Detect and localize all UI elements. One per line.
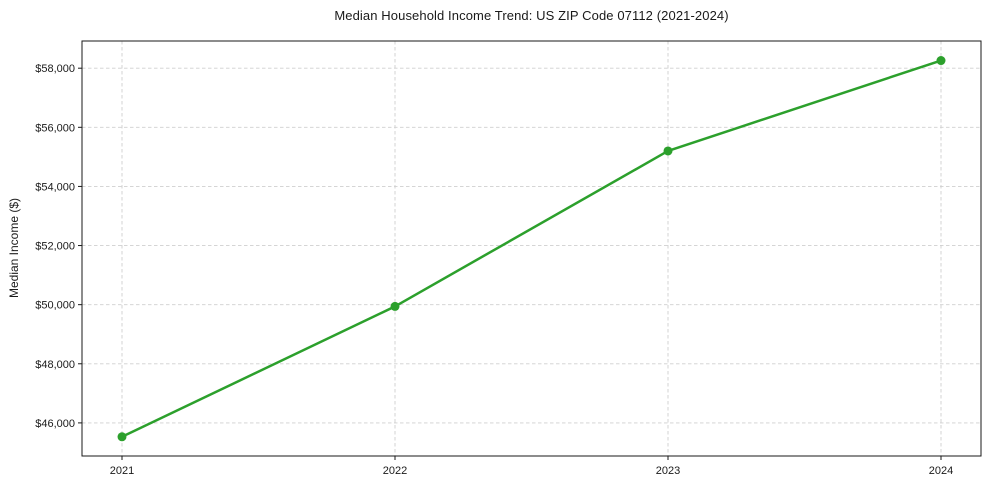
data-point-2022 [390,301,400,311]
x-tick-label: 2023 [656,465,680,477]
y-tick-label: $50,000 [35,300,75,312]
x-tick-label: 2022 [383,465,407,477]
data-point-2021 [117,432,127,442]
y-axis-label-text: Median Income ($) [7,197,21,299]
y-tick-label: $58,000 [35,63,75,75]
y-tick-label: $56,000 [35,122,75,134]
y-tick-label: $46,000 [35,418,75,430]
y-tick-label: $54,000 [35,181,75,193]
data-point-2024 [936,56,946,66]
y-tick-label: $52,000 [35,241,75,253]
plot-spines [81,40,982,457]
trend-line [120,59,943,439]
x-tick-label: 2021 [110,465,134,477]
data-point-2023 [663,146,673,156]
x-tick-label: 2024 [929,465,953,477]
y-tick-label: $48,000 [35,359,75,371]
chart-title: Median Household Income Trend: US ZIP Co… [334,8,729,23]
